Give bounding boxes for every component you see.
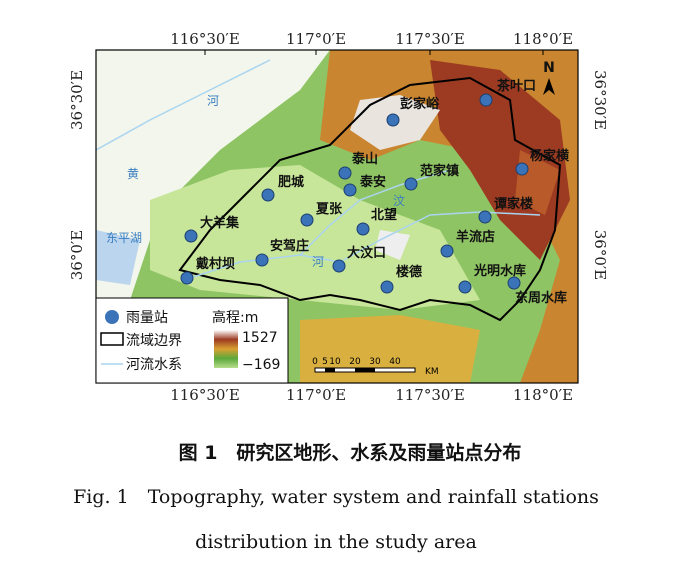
station-label: 楼德 [396, 264, 422, 280]
scale-tick-label: 10 [329, 357, 341, 367]
left-tick-label: 36°30′E [68, 70, 86, 130]
scale-tick-label: 40 [389, 357, 401, 367]
caption-en-1: Fig. 1 Topography, water system and rain… [73, 486, 599, 508]
elevation-ramp [214, 330, 238, 368]
legend-boundary: 流域边界 [126, 333, 182, 349]
place-label: 黄 [127, 167, 139, 181]
station-marker [440, 244, 454, 258]
station-marker [184, 229, 198, 243]
station-label: 肥城 [278, 174, 304, 190]
legend-elevation: 高程:m [212, 309, 258, 326]
legend: 雨量站 流域边界 河流水系 高程:m 1527 −169 [95, 297, 289, 384]
station-marker [356, 222, 370, 236]
place-label: 河 [312, 255, 324, 269]
north-arrow: N [543, 60, 555, 76]
station-marker [386, 113, 400, 127]
scale-bar-fill [325, 368, 335, 372]
right-tick-label: 36°30′E [591, 70, 609, 130]
station-label: 范家镇 [420, 163, 459, 179]
legend-station-icon [105, 310, 119, 324]
station-label: 茶叶口 [497, 78, 536, 94]
station-marker [343, 183, 357, 197]
station-marker [332, 259, 346, 273]
station-marker [180, 271, 194, 285]
station-label: 杨家横 [530, 148, 570, 164]
bottom-tick-label: 116°30′E [170, 386, 240, 404]
left-tick-label: 36°0′E [68, 230, 86, 281]
map-frame [95, 49, 579, 384]
caption-cn: 图 1 研究区地形、水系及雨量站点分布 [179, 441, 522, 464]
station-marker [380, 280, 394, 294]
station-marker [404, 177, 418, 191]
station-marker [338, 166, 352, 180]
north-arrow-icon [543, 78, 555, 95]
legend-river: 河流水系 [126, 357, 182, 373]
station-label: 安驾庄 [270, 238, 309, 254]
watershed-boundary [178, 76, 562, 322]
top-tick-label: 118°0′E [513, 30, 573, 48]
bottom-tick-label: 117°0′E [286, 386, 346, 404]
legend-min: −169 [242, 357, 280, 373]
station-marker [261, 188, 275, 202]
station-label: 彭家峪 [400, 96, 440, 112]
scale-unit: KM [425, 367, 439, 377]
station-label: 大羊集 [200, 215, 240, 231]
station-marker [300, 213, 314, 227]
scale-bar-fill [355, 368, 375, 372]
station-label: 光明水库 [473, 263, 526, 279]
rivers [95, 59, 541, 279]
place-label: 东平湖 [106, 230, 142, 245]
right-tick-label: 36°0′E [591, 230, 609, 281]
scale-tick-label: 30 [369, 357, 381, 367]
station-marker [458, 280, 472, 294]
station-label: 戴村坝 [196, 256, 235, 272]
scale-tick-label: 20 [349, 357, 361, 367]
legend-max: 1527 [242, 330, 278, 346]
station-label: 北望 [371, 207, 397, 223]
station-label: 泰山 [351, 151, 378, 167]
scale-bar: 0 5 10 20 30 40 KM [312, 357, 439, 377]
station-label: 羊流店 [456, 229, 495, 245]
bottom-tick-label: 117°30′E [395, 386, 465, 404]
station-marker [479, 93, 493, 107]
station-label: 谭家楼 [494, 196, 533, 212]
top-tick-label: 117°0′E [286, 30, 346, 48]
scale-tick-label: 0 [312, 357, 318, 367]
station-marker [507, 276, 521, 290]
top-tick-label: 117°30′E [395, 30, 465, 48]
scale-tick-label: 5 [322, 357, 328, 367]
place-label: 汶 [393, 193, 405, 208]
top-tick-label: 116°30′E [170, 30, 240, 48]
caption-en-2: distribution in the study area [195, 531, 477, 553]
station-label: 东周水库 [515, 290, 567, 306]
station-label: 泰安 [359, 174, 386, 190]
legend-boundary-icon [100, 332, 124, 346]
station-label: 夏张 [315, 202, 343, 217]
place-label: 河 [207, 94, 219, 108]
station-marker [515, 162, 529, 176]
station-marker [478, 210, 492, 224]
station-label: 大汶口 [347, 245, 386, 261]
legend-station: 雨量站 [126, 310, 168, 326]
station-marker [255, 253, 269, 267]
bottom-tick-label: 118°0′E [513, 386, 573, 404]
legend-box [95, 297, 289, 384]
